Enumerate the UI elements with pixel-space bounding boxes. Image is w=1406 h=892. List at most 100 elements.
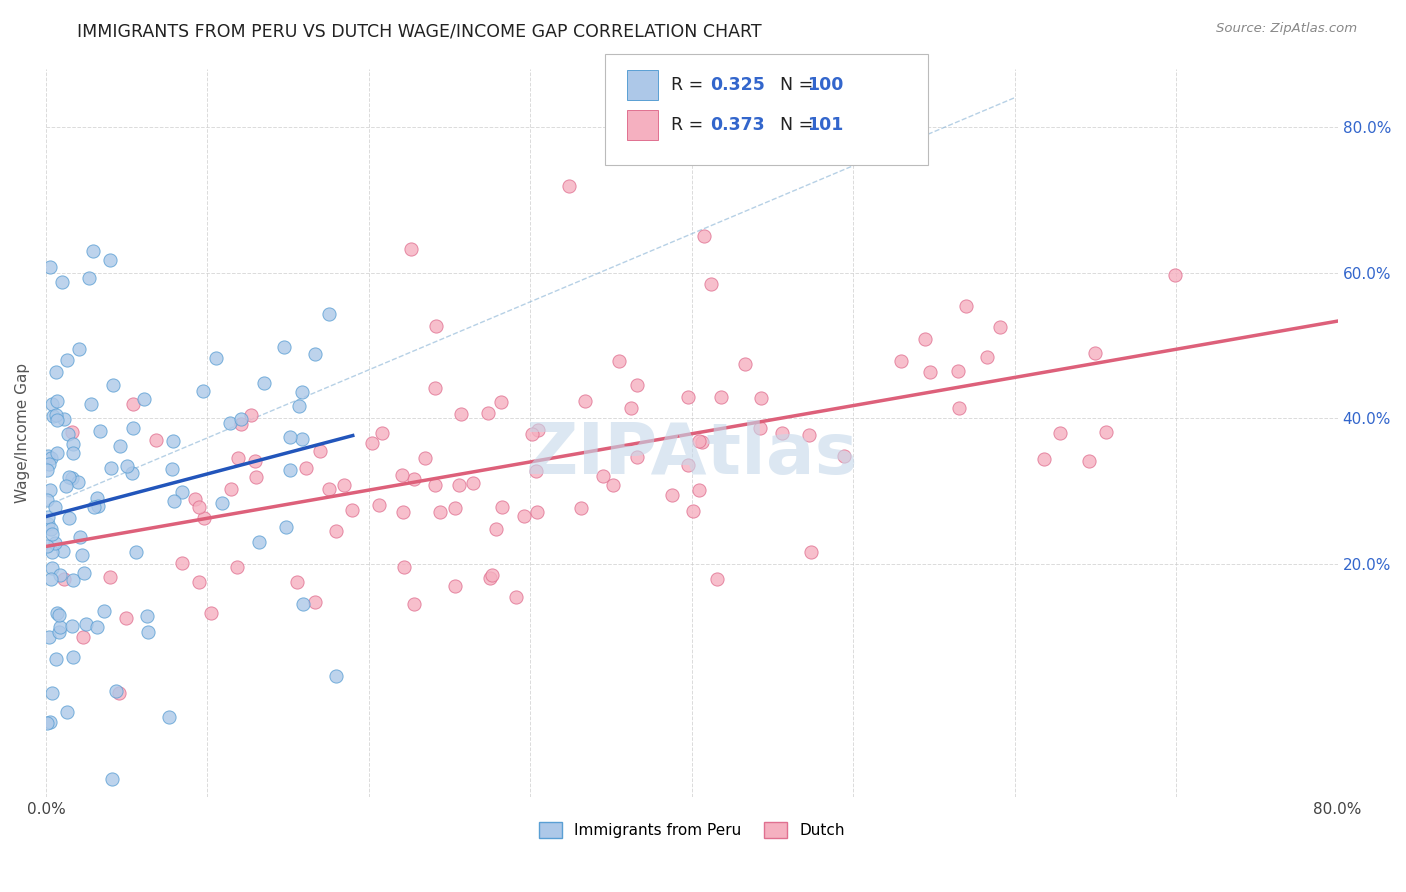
Dutch	[1049, 426, 1071, 441]
Dutch	[415, 450, 437, 465]
Dutch	[450, 407, 472, 421]
Dutch	[700, 277, 723, 291]
Immigrants from Peru	[38, 260, 60, 274]
Immigrants from Peru	[44, 500, 66, 514]
Text: R =: R =	[671, 116, 709, 134]
Dutch	[485, 522, 508, 536]
Dutch	[749, 421, 772, 435]
Dutch	[100, 570, 122, 584]
Immigrants from Peru	[39, 714, 62, 729]
Immigrants from Peru	[291, 597, 314, 611]
Immigrants from Peru	[162, 434, 184, 448]
Immigrants from Peru	[117, 458, 139, 473]
Immigrants from Peru	[48, 624, 70, 639]
Immigrants from Peru	[62, 650, 84, 665]
Dutch	[693, 228, 716, 243]
Immigrants from Peru	[86, 491, 108, 505]
Dutch	[72, 630, 94, 644]
Immigrants from Peru	[160, 462, 183, 476]
Dutch	[505, 590, 527, 604]
Dutch	[231, 417, 253, 431]
Immigrants from Peru	[93, 604, 115, 618]
Dutch	[592, 469, 614, 483]
Dutch	[60, 425, 83, 439]
Dutch	[948, 401, 970, 416]
Immigrants from Peru	[41, 685, 63, 699]
Dutch	[988, 320, 1011, 334]
Immigrants from Peru	[55, 479, 77, 493]
Immigrants from Peru	[304, 346, 326, 360]
Dutch	[524, 464, 547, 478]
Dutch	[243, 454, 266, 468]
Dutch	[404, 598, 426, 612]
Immigrants from Peru	[56, 353, 79, 368]
Immigrants from Peru	[278, 430, 301, 444]
Dutch	[491, 500, 513, 514]
Dutch	[749, 391, 772, 405]
Dutch	[304, 595, 326, 609]
Immigrants from Peru	[52, 543, 75, 558]
Immigrants from Peru	[288, 400, 311, 414]
Immigrants from Peru	[291, 385, 314, 400]
Dutch	[200, 607, 222, 621]
Immigrants from Peru	[121, 466, 143, 480]
Immigrants from Peru	[136, 609, 159, 624]
Dutch	[399, 242, 422, 256]
Dutch	[513, 509, 536, 524]
Immigrants from Peru	[278, 463, 301, 477]
Dutch	[1033, 451, 1056, 466]
Immigrants from Peru	[87, 499, 110, 513]
Text: IMMIGRANTS FROM PERU VS DUTCH WAGE/INCOME GAP CORRELATION CHART: IMMIGRANTS FROM PERU VS DUTCH WAGE/INCOM…	[77, 22, 762, 40]
Immigrants from Peru	[45, 651, 67, 665]
Immigrants from Peru	[51, 275, 73, 289]
Dutch	[285, 575, 308, 590]
Immigrants from Peru	[79, 270, 101, 285]
Dutch	[188, 500, 211, 515]
Immigrants from Peru	[37, 539, 59, 553]
Immigrants from Peru	[44, 536, 66, 550]
Immigrants from Peru	[45, 412, 67, 426]
Immigrants from Peru	[157, 709, 180, 723]
Immigrants from Peru	[136, 625, 159, 640]
Immigrants from Peru	[291, 432, 314, 446]
Dutch	[361, 436, 384, 450]
Dutch	[526, 505, 548, 519]
Immigrants from Peru	[211, 496, 233, 510]
Immigrants from Peru	[58, 511, 80, 525]
Immigrants from Peru	[41, 397, 63, 411]
Dutch	[294, 461, 316, 475]
Dutch	[890, 354, 912, 368]
Dutch	[710, 390, 733, 404]
Immigrants from Peru	[163, 493, 186, 508]
Dutch	[184, 492, 207, 507]
Immigrants from Peru	[204, 351, 226, 366]
Dutch	[1084, 346, 1107, 360]
Immigrants from Peru	[83, 500, 105, 514]
Dutch	[527, 423, 550, 437]
Text: 100: 100	[807, 76, 844, 94]
Dutch	[661, 488, 683, 502]
Immigrants from Peru	[46, 446, 69, 460]
Dutch	[332, 478, 354, 492]
Dutch	[340, 503, 363, 517]
Immigrants from Peru	[62, 573, 84, 587]
Immigrants from Peru	[58, 469, 80, 483]
Dutch	[463, 475, 485, 490]
Immigrants from Peru	[37, 517, 59, 532]
Dutch	[602, 477, 624, 491]
Text: 0.373: 0.373	[710, 116, 765, 134]
Dutch	[477, 406, 499, 420]
Dutch	[478, 571, 501, 585]
Immigrants from Peru	[172, 485, 194, 500]
Dutch	[688, 483, 710, 498]
Immigrants from Peru	[101, 772, 124, 786]
Dutch	[391, 505, 413, 519]
Text: 101: 101	[807, 116, 844, 134]
Dutch	[245, 469, 267, 483]
Immigrants from Peru	[69, 530, 91, 544]
Immigrants from Peru	[191, 384, 214, 398]
Immigrants from Peru	[98, 253, 121, 268]
Dutch	[444, 501, 467, 516]
Dutch	[690, 434, 713, 449]
Immigrants from Peru	[132, 392, 155, 406]
